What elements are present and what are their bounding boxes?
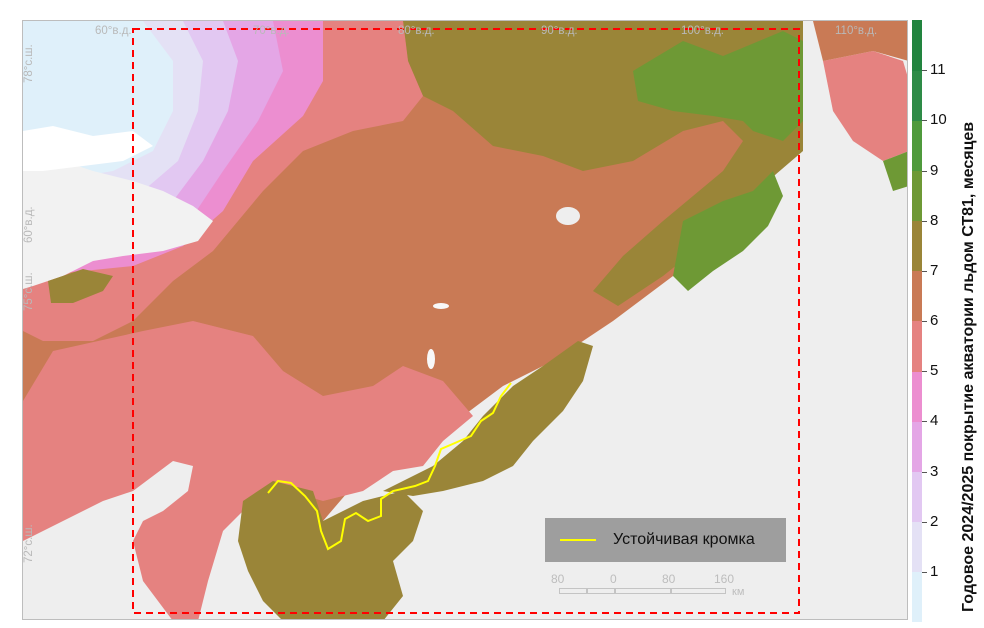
sea-zone-7-east: [813, 21, 907, 61]
lat-label-60lon: 60°в.д.: [23, 206, 35, 243]
colorbar-tick-label: 2: [930, 512, 939, 530]
island-small-1: [556, 207, 580, 225]
lon-label-90: 90°в.д.: [541, 25, 578, 37]
map-panel: 60°в.д. 70°в.д. 80°в.д. 90°в.д. 100°в.д.…: [22, 20, 908, 620]
island-small-3: [427, 349, 435, 369]
scale-unit: км: [732, 586, 745, 598]
colorbar-tick: [922, 120, 927, 122]
colorbar-tick: [922, 321, 927, 322]
colorbar-title: Годовое 2024/2025 покрытие акватории льд…: [960, 121, 977, 612]
scale-segment: [615, 588, 671, 594]
sea-zone-6-east: [823, 51, 907, 161]
scale-segment: [559, 588, 587, 594]
lon-label-100: 100°в.д.: [681, 25, 724, 37]
colorbar-tick-label: 7: [930, 261, 939, 279]
lat-label-72: 72°с.ш.: [23, 524, 35, 563]
colorbar-tick-label: 10: [930, 111, 947, 129]
peninsula-land: [23, 461, 193, 619]
colorbar-tick: [922, 170, 927, 172]
scale-tick-80-left: 80: [551, 572, 565, 586]
colorbar-tick-label: 3: [930, 462, 939, 480]
sea-zone-8-west: [48, 269, 113, 303]
sea-zone-8-east: [883, 151, 907, 191]
island-glacier: [23, 126, 153, 171]
colorbar-segment: [912, 321, 922, 372]
legend-ice-edge-label: Устойчивая кромка: [613, 531, 755, 548]
colorbar-tick: [922, 220, 927, 222]
colorbar-tick: [922, 371, 927, 373]
lat-label-75: 75°с.ш.: [23, 272, 35, 311]
lon-label-110: 110°в.д.: [835, 25, 878, 37]
colorbar-tick: [922, 471, 927, 473]
colorbar-tick-label: 6: [930, 312, 939, 329]
coast-olive-east: [383, 341, 593, 496]
colorbar-segment: [912, 20, 922, 71]
scale-tick-0: 0: [610, 572, 617, 586]
colorbar-tick-label: 4: [930, 412, 939, 430]
study-region-outline: [132, 28, 800, 614]
colorbar-segment: [912, 421, 922, 472]
colorbar-segment: [912, 521, 922, 573]
colorbar-segment: [912, 371, 922, 422]
scale-segment: [671, 588, 726, 594]
colorbar-segment: [912, 220, 922, 272]
legend-ice-edge-swatch: [560, 539, 596, 541]
taymyr-land: [403, 123, 907, 619]
scale-tick-80: 80: [662, 572, 676, 586]
colorbar: [912, 20, 922, 623]
colorbar-segment: [912, 270, 922, 322]
scale-segment: [587, 588, 615, 594]
peninsula-gydan: [238, 481, 423, 619]
colorbar-tick: [922, 270, 927, 272]
lon-label-80: 80°в.д.: [398, 25, 435, 37]
colorbar-segment: [912, 571, 922, 623]
colorbar-tick-label: 11: [930, 61, 946, 79]
colorbar-segment: [912, 471, 922, 523]
map-legend: Устойчивая кромка: [545, 518, 786, 562]
colorbar-segment: [912, 70, 922, 121]
lon-label-60: 60°в.д.: [95, 25, 132, 37]
lat-label-78: 78°с.ш.: [23, 44, 35, 83]
colorbar-tick-label: 5: [930, 362, 939, 380]
colorbar-tick: [922, 421, 927, 423]
colorbar-tick-label: 9: [930, 161, 939, 179]
colorbar-tick: [922, 571, 927, 573]
ice-cover-map: [23, 21, 907, 619]
island-novaya-zemlya: [23, 161, 213, 289]
sea-zone-6-south: [23, 321, 473, 619]
colorbar-tick-label: 8: [930, 211, 939, 229]
island-small-2: [433, 303, 449, 309]
colorbar-tick: [922, 70, 927, 72]
stable-ice-edge-line: [267, 382, 512, 551]
colorbar-segment: [912, 170, 922, 222]
lon-label-70: 70°в.д.: [253, 25, 290, 37]
colorbar-tick-label: 1: [930, 562, 939, 580]
sea-zone-9-north: [633, 31, 803, 141]
scale-bar: [559, 588, 726, 596]
scale-tick-160: 160: [714, 572, 735, 586]
colorbar-segment: [912, 120, 922, 171]
sea-zone-9-east: [673, 171, 783, 291]
colorbar-tick: [922, 521, 927, 523]
